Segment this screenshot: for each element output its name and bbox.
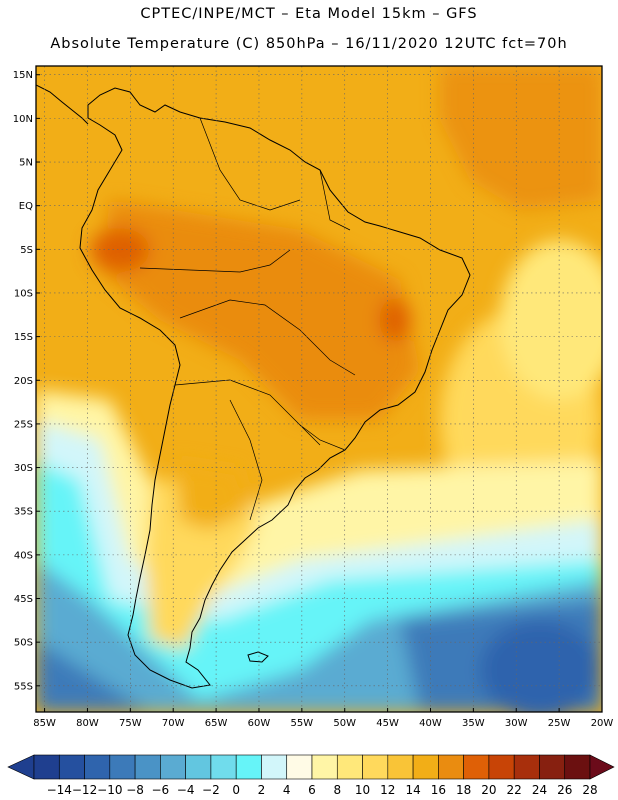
lat-label: 40S [14,550,33,561]
colorbar-arrow-low [7,754,35,780]
colorbar-swatch [463,754,490,780]
colorbar-label: 6 [308,783,316,797]
lon-label: 20W [591,718,614,729]
colorbar-label: 24 [532,783,547,797]
lat-label: 15S [14,332,33,343]
lon-label: 65W [205,718,228,729]
colorbar-swatch [539,754,566,780]
lat-label: 25S [14,419,33,430]
colorbar-swatch [261,754,288,780]
lon-label: 45W [376,718,399,729]
lat-label: 20S [14,376,33,387]
colorbar-label: −6 [152,783,170,797]
falkland-islands [247,651,269,663]
lat-label: EQ [19,201,33,212]
map-frame [35,65,603,713]
map-title-line2: Absolute Temperature (C) 850hPa – 16/11/… [50,36,568,52]
lon-label: 35W [462,718,485,729]
lat-label: 5N [19,158,33,169]
lat-label: 35S [14,507,33,518]
lon-label: 75W [119,718,142,729]
colorbar-label: 20 [481,783,496,797]
colorbar-label: −10 [97,783,122,797]
lon-label: 30W [505,718,528,729]
colorbar-swatch [109,754,136,780]
lat-label: 5S [20,245,33,256]
central-america-coastline [36,84,89,125]
colorbar-swatch [134,754,161,780]
colorbar-swatch [84,754,111,780]
colorbar-label: 18 [456,783,471,797]
colorbar-label: −4 [177,783,195,797]
colorbar-swatch [185,754,212,780]
lat-label: 45S [14,594,33,605]
lon-label: 60W [248,718,271,729]
colorbar-label: 12 [380,783,395,797]
colorbar-label: 10 [355,783,370,797]
lat-label: 10N [13,114,33,125]
lon-label: 55W [291,718,314,729]
colorbar-swatch [160,754,186,780]
temperature-map: 15N 10N 5N EQ 5S 10S 15S 20S 25S 30S 35S 40S 45S 50S 5… [7,65,615,797]
colorbar-swatch [286,754,313,780]
colorbar-swatch [564,754,591,780]
lon-label: 85W [33,718,56,729]
colorbar-swatch [210,754,237,780]
temperature-field [36,66,602,712]
lon-label: 25W [548,718,571,729]
lat-label: 10S [14,288,33,299]
colorbar-label: 16 [431,783,446,797]
lon-label: 50W [333,718,356,729]
colorbar-swatch [362,754,389,780]
colorbar [7,754,615,780]
colorbar-swatch [387,754,414,780]
colorbar-swatch [58,754,85,780]
colorbar-swatch [513,754,540,780]
colorbar-swatch [412,754,439,780]
colorbar-swatch [311,754,338,780]
colorbar-label: −12 [72,783,97,797]
colorbar-label: 14 [405,783,420,797]
colorbar-label: 2 [258,783,266,797]
lat-label: 55S [14,681,33,692]
colorbar-label: 8 [333,783,341,797]
colorbar-label: 4 [283,783,291,797]
colorbar-label: 28 [582,783,597,797]
colorbar-swatch [488,754,515,780]
lon-label: 80W [76,718,99,729]
colorbar-swatch [33,754,60,780]
lat-label: 15N [13,70,33,81]
lon-label: 70W [162,718,185,729]
colorbar-swatch [336,754,363,780]
colorbar-label: 26 [557,783,572,797]
colorbar-label: 0 [232,783,240,797]
colorbar-swatch [235,754,262,780]
colorbar-label: −2 [202,783,220,797]
south-america-coastline [79,87,471,689]
colorbar-label: −8 [126,783,144,797]
lat-label: 50S [14,638,33,649]
colorbar-swatch [438,754,464,780]
colorbar-arrow-high [589,754,615,780]
lon-label: 40W [419,718,442,729]
map-title-line1: CPTEC/INPE/MCT – Eta Model 15km – GFS [140,6,478,22]
colorbar-label: −14 [47,783,72,797]
colorbar-label: 22 [507,783,522,797]
lat-label: 30S [14,463,33,474]
